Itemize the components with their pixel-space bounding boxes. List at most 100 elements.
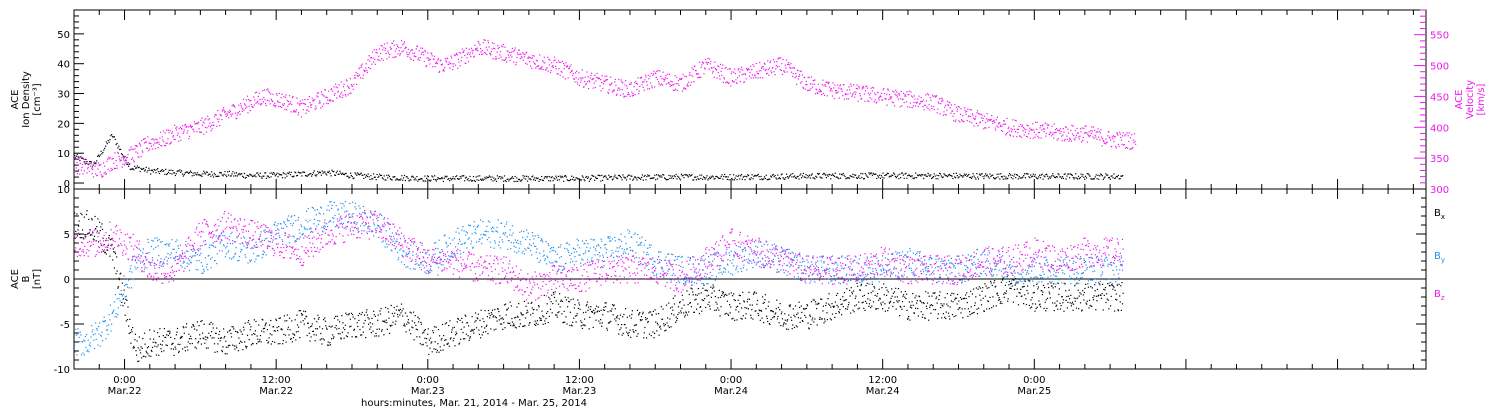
density-series-point xyxy=(570,178,572,181)
density-series-point xyxy=(167,171,169,173)
series-bx-point xyxy=(397,313,399,316)
series-bx-point xyxy=(714,309,716,311)
series-bx-point xyxy=(186,323,188,325)
velocity-series-point xyxy=(441,64,443,66)
velocity-series-point xyxy=(631,91,633,93)
velocity-series-point xyxy=(88,163,90,165)
velocity-series-point xyxy=(947,104,950,107)
velocity-series-point xyxy=(395,48,397,50)
series-bx-point xyxy=(75,233,77,235)
velocity-series-point xyxy=(647,88,649,90)
series-bx-point xyxy=(600,309,602,311)
velocity-series-point xyxy=(855,91,857,93)
series-bx-point xyxy=(885,286,887,289)
velocity-series-point xyxy=(715,69,718,71)
series-bx-point xyxy=(808,328,810,330)
velocity-series-point xyxy=(352,85,354,87)
velocity-series-point xyxy=(436,61,438,63)
velocity-series-point xyxy=(332,100,334,102)
density-series-point xyxy=(299,172,301,174)
series-bx-point xyxy=(452,327,454,329)
density-series-point xyxy=(1036,177,1038,179)
density-series-point xyxy=(573,179,575,181)
velocity-series-point xyxy=(872,87,875,89)
series-bx-point xyxy=(669,318,671,320)
velocity-series-point xyxy=(638,93,640,95)
series-bx-point xyxy=(520,312,522,314)
series-bx-point xyxy=(295,339,297,341)
series-bx-point xyxy=(908,301,910,303)
density-series-point xyxy=(110,135,112,137)
density-series-point xyxy=(1028,176,1030,178)
series-bx-point xyxy=(427,333,429,335)
series-bx-point xyxy=(870,307,872,309)
velocity-series-point xyxy=(1050,132,1052,134)
velocity-series-point xyxy=(726,81,728,83)
series-bx-point xyxy=(784,313,786,315)
velocity-series-point xyxy=(506,61,508,63)
series-bx-point xyxy=(601,325,603,327)
series-bx-point xyxy=(367,317,369,319)
velocity-series-point xyxy=(1119,131,1121,133)
density-series-point xyxy=(671,175,674,177)
velocity-series-point xyxy=(631,95,633,97)
velocity-series-point xyxy=(900,90,902,92)
velocity-series-point xyxy=(918,95,920,97)
series-bx-point xyxy=(193,325,195,327)
velocity-series-point xyxy=(856,84,858,86)
density-series-point xyxy=(108,141,110,143)
series-bx-point xyxy=(1033,291,1035,294)
density-series-point xyxy=(667,178,669,180)
series-bx-point xyxy=(445,322,448,324)
density-series-point xyxy=(142,168,144,170)
velocity-series-point xyxy=(101,176,103,178)
series-bx-point xyxy=(598,310,600,312)
series-bx-point xyxy=(107,245,109,247)
velocity-series-point xyxy=(997,126,999,128)
series-bx-point xyxy=(357,325,359,328)
density-series-point xyxy=(305,175,307,177)
series-bx-point xyxy=(702,299,705,302)
velocity-series-point xyxy=(1115,145,1117,148)
series-bx-point xyxy=(438,351,440,353)
density-series-point xyxy=(1102,178,1104,180)
velocity-series-point xyxy=(614,81,616,83)
velocity-series-point xyxy=(755,62,757,65)
density-series-point xyxy=(504,180,506,182)
velocity-series-point xyxy=(794,77,796,79)
density-series-point xyxy=(349,176,351,178)
density-series-point xyxy=(180,171,182,173)
density-series-point xyxy=(1051,175,1053,177)
velocity-series-point xyxy=(640,76,643,78)
velocity-series-point xyxy=(413,55,415,57)
velocity-series-point xyxy=(711,67,713,69)
velocity-series-point xyxy=(846,98,848,100)
series-bx-point xyxy=(418,318,420,320)
density-series-point xyxy=(428,179,430,181)
velocity-series-point xyxy=(1028,133,1030,135)
velocity-series-point xyxy=(209,126,212,128)
series-bx-point xyxy=(294,319,296,321)
density-series-point xyxy=(729,174,731,176)
density-series-point xyxy=(626,176,628,178)
series-bx-point xyxy=(833,306,835,308)
velocity-series-point xyxy=(838,87,840,89)
series-bx-point xyxy=(444,339,446,341)
velocity-series-point xyxy=(297,114,299,116)
velocity-series-point xyxy=(936,95,938,97)
density-series-point xyxy=(1070,174,1072,176)
velocity-series-point xyxy=(756,71,758,73)
series-bx-point xyxy=(726,300,728,302)
velocity-series-point xyxy=(813,83,815,85)
velocity-series-point xyxy=(1040,137,1042,139)
series-bx-point xyxy=(103,250,105,252)
velocity-series-point xyxy=(547,56,549,58)
series-bx-point xyxy=(929,306,931,308)
velocity-series-point xyxy=(464,54,466,57)
velocity-series-point xyxy=(760,70,762,72)
b-tick-label: 10 xyxy=(57,185,70,196)
velocity-series-point xyxy=(159,137,161,139)
series-bx-point xyxy=(224,353,226,355)
velocity-series-point xyxy=(398,50,400,52)
velocity-series-point xyxy=(613,90,615,92)
